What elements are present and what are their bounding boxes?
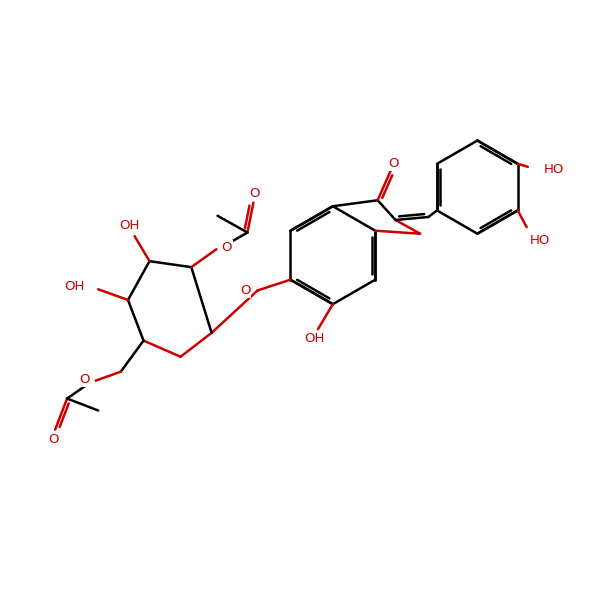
Text: O: O	[49, 433, 59, 446]
Text: OH: OH	[305, 332, 325, 346]
Text: HO: HO	[544, 163, 565, 176]
Text: O: O	[250, 187, 260, 200]
Text: OH: OH	[65, 280, 85, 293]
Text: O: O	[240, 284, 250, 297]
Text: OH: OH	[119, 219, 140, 232]
Text: HO: HO	[530, 234, 550, 247]
Text: O: O	[389, 157, 399, 170]
Text: O: O	[79, 373, 90, 386]
Text: O: O	[221, 241, 232, 254]
